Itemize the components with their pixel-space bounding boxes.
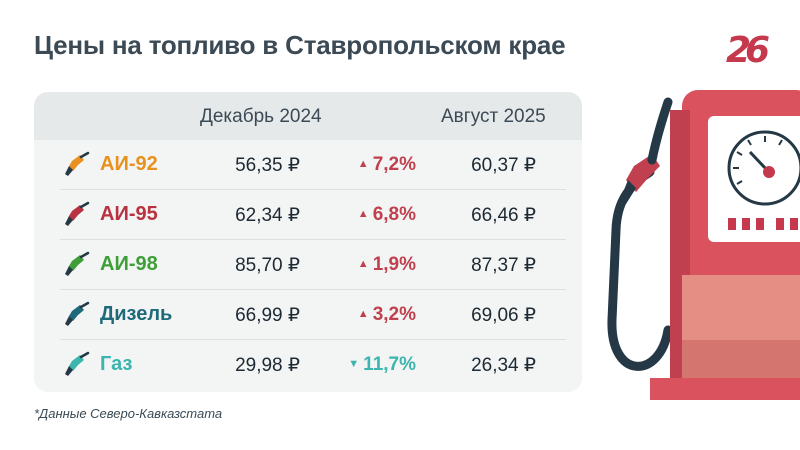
price-december: 29,98 ₽ [235, 355, 300, 376]
change-percent: 3,2% [372, 304, 416, 325]
table-row: АИ-95 62,34 ₽ ▲ 6,8% 66,46 ₽ [34, 190, 582, 240]
fuel-price-table: Декабрь 2024 Август 2025 АИ-92 56,35 ₽ ▲ 7,… [34, 92, 582, 392]
column-header-august: Август 2025 [441, 106, 546, 127]
price-august: 26,34 ₽ [471, 355, 536, 376]
table-header: Декабрь 2024 Август 2025 [34, 92, 582, 140]
fuel-name: АИ-95 [100, 203, 158, 225]
pump-foot [650, 378, 800, 400]
fuel-nozzle-icon [65, 151, 90, 176]
row-divider [60, 239, 566, 240]
fuel-nozzle-icon [65, 301, 90, 326]
gauge-ticks [733, 136, 783, 185]
change-up-icon: ▲ [357, 308, 369, 320]
change-up-icon: ▲ [357, 158, 369, 170]
fuel-name: АИ-98 [100, 253, 158, 275]
source-footnote: *Данные Северо-Кавказстата [34, 406, 223, 421]
row-divider [60, 189, 566, 190]
table-row: Дизель 66,99 ₽ ▲ 3,2% 69,06 ₽ [34, 290, 582, 340]
gauge-needle [748, 150, 769, 172]
fuel-name: АИ-92 [100, 153, 158, 175]
price-december: 66,99 ₽ [235, 305, 300, 326]
price-august: 69,06 ₽ [471, 305, 536, 326]
row-divider [60, 289, 566, 290]
change-percent: 1,9% [372, 254, 416, 275]
price-change: ▲ 6,8% [346, 204, 416, 226]
price-august: 60,37 ₽ [471, 155, 536, 176]
table-row: АИ-98 85,70 ₽ ▲ 1,9% 87,37 ₽ [34, 240, 582, 290]
change-percent: 7,2% [372, 154, 416, 175]
fuel-pump-illustration [607, 90, 800, 400]
price-december: 85,70 ₽ [235, 255, 300, 276]
price-december: 56,35 ₽ [235, 155, 300, 176]
gauge-needle-hub [763, 166, 775, 178]
price-august: 66,46 ₽ [471, 205, 536, 226]
pump-lower-panel [682, 275, 800, 340]
price-change: ▲ 1,9% [346, 254, 416, 276]
price-december: 62,34 ₽ [235, 205, 300, 226]
fuel-nozzle-icon [65, 201, 90, 226]
pump-hose-top [647, 97, 673, 165]
pump-base [682, 340, 800, 380]
brand-logo: 26 [726, 30, 770, 71]
fuel-name: Газ [100, 353, 133, 375]
change-percent: 6,8% [372, 204, 416, 225]
pump-nozzle-tip [620, 180, 636, 204]
fuel-nozzle-icon [65, 351, 90, 376]
row-divider [60, 339, 566, 340]
change-up-icon: ▲ [357, 258, 369, 270]
price-august: 87,37 ₽ [471, 255, 536, 276]
pump-hose [607, 167, 673, 371]
price-change: ▲ 7,2% [346, 154, 416, 176]
change-down-icon: ▼ [348, 358, 360, 370]
price-change: ▲ 3,2% [346, 304, 416, 326]
fuel-name: Дизель [100, 303, 173, 325]
fuel-nozzle-icon [65, 251, 90, 276]
table-row: АИ-92 56,35 ₽ ▲ 7,2% 60,37 ₽ [34, 140, 582, 190]
column-header-december: Декабрь 2024 [200, 106, 322, 127]
table-row: Газ 29,98 ₽ ▼ 11,7% 26,34 ₽ [34, 340, 582, 390]
change-percent: 11,7% [363, 354, 416, 375]
price-change: ▼ 11,7% [346, 354, 416, 376]
pump-display-segments [728, 218, 798, 230]
page-title: Цены на топливо в Ставропольском крае [34, 30, 566, 60]
change-up-icon: ▲ [357, 208, 369, 220]
